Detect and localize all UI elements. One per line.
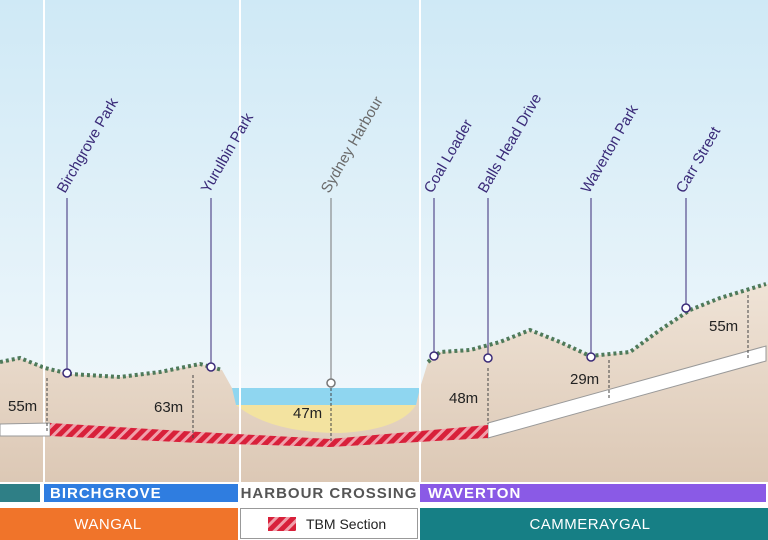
- pin: [681, 303, 691, 313]
- land-band: [0, 508, 238, 540]
- section-label: WAVERTON: [428, 485, 521, 502]
- pin: [206, 362, 216, 372]
- pin: [62, 368, 72, 378]
- depth-label: 55m: [8, 398, 37, 415]
- section-label: HARBOUR CROSSING: [241, 485, 418, 502]
- legend-swatch: [268, 517, 296, 531]
- depth-label: 48m: [449, 390, 478, 407]
- pin: [429, 351, 439, 361]
- section-label: BIRCHGROVE: [50, 485, 162, 502]
- depth-label: 63m: [154, 399, 183, 416]
- section-band: [420, 484, 766, 502]
- section-band: [240, 484, 418, 502]
- depth-label: 29m: [570, 371, 599, 388]
- legend-label: TBM Section: [306, 516, 386, 532]
- pin: [483, 353, 493, 363]
- land-band: [420, 508, 768, 540]
- depth-label: 55m: [709, 318, 738, 335]
- sand: [236, 405, 416, 433]
- section-band: [44, 484, 238, 502]
- pin: [326, 378, 336, 388]
- land-label: WANGAL: [74, 516, 141, 533]
- depth-markers: [46, 295, 749, 441]
- tunnel: [0, 422, 51, 437]
- section-band: [0, 484, 40, 502]
- land-label: CAMMERAYGAL: [529, 516, 650, 533]
- pin: [586, 352, 596, 362]
- tbm-tunnel: [50, 423, 488, 447]
- vegetation: [0, 282, 767, 380]
- water: [232, 388, 420, 405]
- depth-label: 47m: [293, 405, 322, 422]
